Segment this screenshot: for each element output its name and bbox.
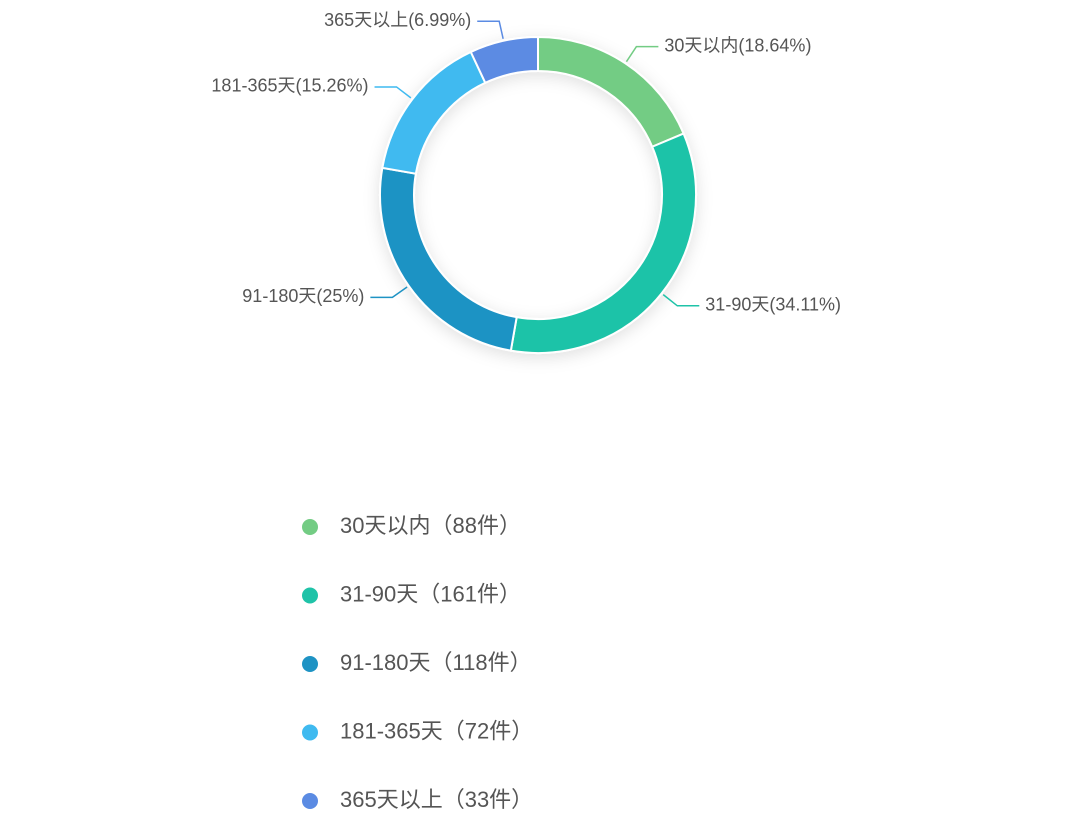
value-label: 181-365天(15.26%)	[211, 76, 368, 96]
donut-slice[interactable]	[381, 50, 487, 175]
label-line	[374, 86, 412, 99]
legend-marker[interactable]	[302, 793, 318, 809]
label-line	[625, 45, 659, 63]
value-label: 30天以内(18.64%)	[664, 35, 811, 55]
legend-label[interactable]: 365天以上（33件）	[340, 787, 533, 812]
donut-slice[interactable]	[537, 35, 685, 149]
label-line	[662, 294, 700, 307]
donut-slice[interactable]	[469, 35, 539, 85]
value-label: 365天以上(6.99%)	[324, 10, 471, 30]
legend-label[interactable]: 31-90天（161件）	[340, 581, 521, 606]
donut-slice[interactable]	[379, 166, 518, 352]
legend-label[interactable]: 91-180天（118件）	[340, 650, 532, 675]
legend-marker[interactable]	[302, 656, 318, 672]
donut	[379, 35, 697, 354]
label-line	[477, 20, 504, 40]
legend-marker[interactable]	[302, 724, 318, 741]
legend-marker[interactable]	[302, 519, 318, 535]
label-line	[370, 286, 408, 299]
legend: 30天以内（88件） 31-90天（161件） 91-180天（118件） 181-3…	[302, 513, 533, 812]
legend-label[interactable]: 181-365天（72件）	[340, 718, 533, 743]
value-label: 31-90天(34.11%)	[705, 295, 841, 315]
value-label: 91-180天(25%)	[242, 286, 364, 306]
legend-marker[interactable]	[302, 587, 318, 604]
legend-label[interactable]: 30天以内（88件）	[340, 513, 521, 538]
labels: 30天以内(18.64%) 31-90天(34.11%) 91-180天(25%) 1…	[211, 10, 841, 315]
donut-slice[interactable]	[509, 132, 697, 354]
